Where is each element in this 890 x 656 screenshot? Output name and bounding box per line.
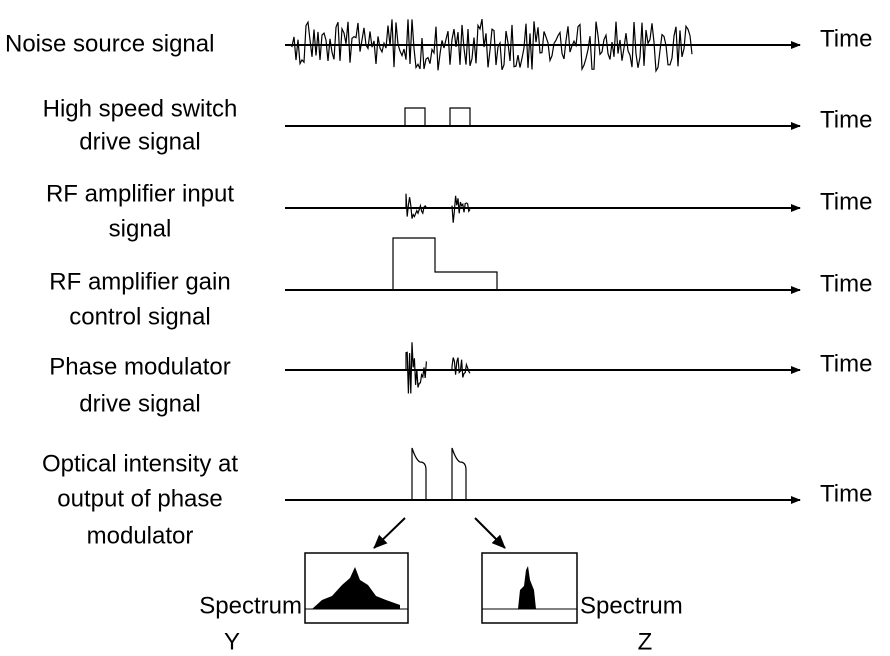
gain-profile xyxy=(392,237,498,290)
rf-input-burst xyxy=(405,193,471,223)
spectrum-y xyxy=(312,567,400,609)
row-label: High speed switch xyxy=(43,95,238,122)
row-label: Noise source signal xyxy=(5,30,214,57)
row-label: Phase modulator xyxy=(49,353,230,380)
axis-label: Time xyxy=(820,480,872,507)
axis-label: Time xyxy=(820,188,872,215)
row-label: Optical intensity at xyxy=(42,450,238,477)
row-label: modulator xyxy=(87,522,194,549)
arrow xyxy=(474,517,506,549)
axis-label: Time xyxy=(820,270,872,297)
spectrum-caption: Spectrum xyxy=(199,592,302,619)
row-label: drive signal xyxy=(79,128,200,155)
row-label: drive signal xyxy=(79,390,200,417)
rows: Noise source signal Time High speed switch… xyxy=(5,18,872,549)
axis-label: Time xyxy=(820,25,872,52)
row-label: signal xyxy=(109,215,172,242)
spectrum-letter: Y xyxy=(224,628,240,655)
axis-label: Time xyxy=(820,106,872,133)
spectrum-box xyxy=(304,552,409,624)
spectrum-letter: Z xyxy=(638,628,653,655)
row-label: RF amplifier input xyxy=(46,180,234,207)
spectrum-caption: Spectrum xyxy=(580,592,683,619)
axis-label: Time xyxy=(820,350,872,377)
row-label: output of phase xyxy=(57,485,222,512)
noise-trace xyxy=(287,18,693,73)
row-label: RF amplifier gain xyxy=(49,268,230,295)
arrow xyxy=(373,517,406,549)
spectrum-z xyxy=(518,566,536,609)
switch-pulses xyxy=(285,107,471,127)
row-label: control signal xyxy=(69,303,210,330)
spectrum-box xyxy=(481,552,578,624)
modulator-burst xyxy=(405,342,471,394)
optical-pulses xyxy=(411,447,467,500)
